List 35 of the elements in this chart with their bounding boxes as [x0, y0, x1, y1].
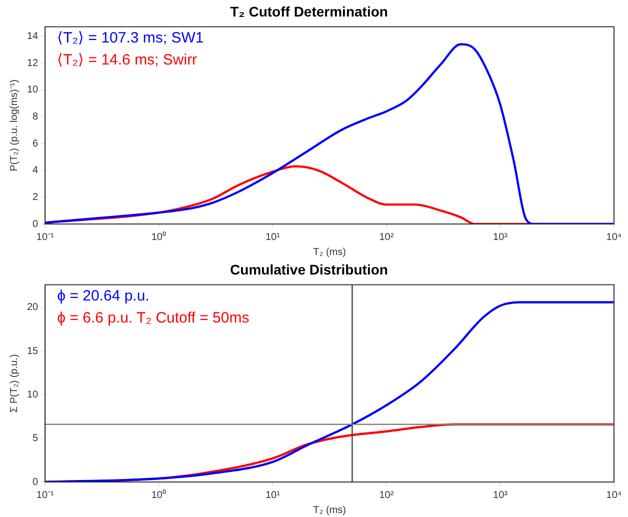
x-tick-label: 10⁰ [151, 488, 166, 501]
text: ϕ = 6.6 p.u. T₂ Cutoff = 50ms [57, 309, 250, 326]
x-tick-label: 10¹ [265, 490, 281, 501]
y-tick-label: 15 [27, 346, 39, 357]
y-tick-label: 10 [27, 84, 39, 96]
x-tick-label: 10¹ [265, 232, 281, 243]
x-tick-label: 10² [379, 232, 394, 243]
y-tick-label: 12 [27, 58, 39, 69]
x-tick-label: 10⁻¹ [36, 232, 55, 243]
y-tick-label: 5 [32, 433, 39, 444]
text: ⟨T₂⟩ = 107.3 ms; SW1 [57, 29, 204, 46]
y-tick-label: 4 [32, 165, 39, 176]
y-tick-label: 0 [32, 476, 39, 488]
x-tick-label: 10³ [493, 490, 508, 501]
text: ⟨T₂⟩ = 14.6 ms; Swirr [57, 51, 198, 68]
y-tick-label: 20 [27, 302, 39, 314]
x-tick-label: 10⁰ [151, 230, 166, 243]
text: ϕ = 20.64 p.u. [57, 287, 150, 304]
y-tick-label: 10 [27, 389, 39, 400]
chart-title: Cumulative Distribution [230, 261, 388, 278]
y-tick-label: 2 [32, 192, 39, 203]
y-tick-label: 8 [32, 111, 39, 122]
x-tick-label: 10³ [493, 232, 508, 243]
x-axis-title: T₂ (ms) [313, 246, 346, 258]
y-tick-label: 14 [27, 30, 39, 42]
x-tick-label: 10⁻¹ [36, 490, 55, 501]
x-tick-label: 10⁴ [606, 232, 622, 243]
y-axis-title: Σ P(T₂) (p.u.) [8, 354, 20, 413]
chart-title: T₂ Cutoff Determination [230, 3, 388, 20]
y-tick-label: 6 [32, 138, 39, 150]
x-tick-label: 10² [379, 490, 394, 501]
x-tick-label: 10⁴ [606, 490, 622, 501]
x-axis-title: T₂ (ms) [313, 504, 346, 516]
y-axis-title: P(T₂) (p.u. log(ms)⁻¹) [8, 79, 20, 172]
y-tick-label: 0 [32, 218, 39, 230]
